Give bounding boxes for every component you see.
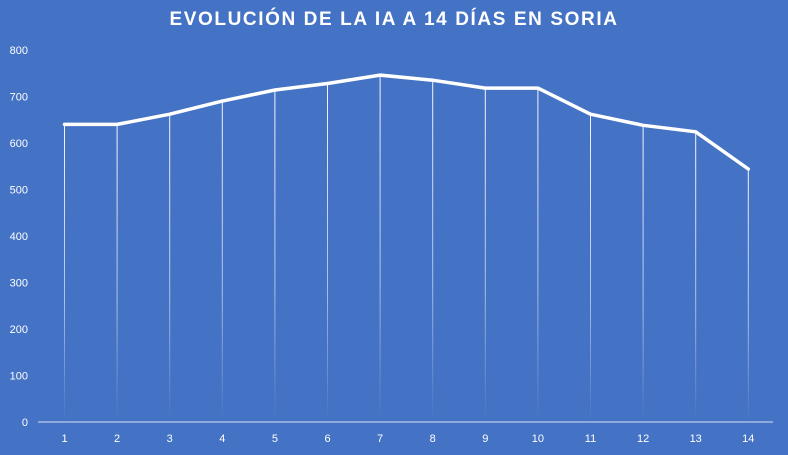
drop-line: [642, 125, 644, 422]
drop-line: [432, 80, 434, 422]
drop-line: [379, 75, 381, 423]
x-tick-label: 1: [61, 433, 67, 445]
drop-line: [221, 101, 223, 423]
drop-line: [695, 131, 697, 422]
y-tick-label: 700: [10, 92, 28, 104]
x-tick-label: 14: [742, 433, 754, 445]
drop-line: [274, 89, 276, 423]
series-line: [62, 73, 751, 171]
y-tick-label: 400: [10, 231, 28, 243]
drop-line: [64, 124, 65, 423]
drop-line: [116, 124, 118, 423]
y-tick-label: 500: [10, 185, 28, 197]
x-tick-label: 3: [167, 433, 173, 445]
x-tick-label: 4: [219, 433, 225, 445]
x-tick-label: 13: [690, 433, 702, 445]
y-tick-label: 600: [10, 138, 28, 150]
drop-line: [747, 169, 749, 422]
y-tick-label: 300: [10, 278, 28, 290]
drop-line: [327, 83, 328, 422]
y-axis-ticks: 0 100 200 300 400 500 600 700 800: [10, 45, 28, 429]
x-tick-label: 2: [114, 433, 120, 445]
chart-title: EVOLUCIÓN DE LA IA A 14 DÍAS EN SORIA: [169, 9, 619, 30]
y-tick-label: 100: [10, 371, 28, 383]
x-tick-label: 10: [532, 433, 544, 445]
y-tick-label: 200: [10, 324, 28, 336]
x-tick-label: 9: [482, 433, 488, 445]
x-tick-label: 5: [272, 433, 278, 445]
drop-line: [590, 114, 591, 423]
drop-line: [537, 88, 539, 422]
y-tick-label: 0: [22, 417, 28, 429]
drop-line: [169, 114, 171, 423]
drop-line: [484, 88, 486, 422]
y-tick-label: 800: [10, 45, 28, 57]
x-tick-label: 6: [324, 433, 330, 445]
x-tick-label: 12: [637, 433, 649, 445]
drop-lines: [64, 75, 749, 423]
x-axis-ticks: 1 2 3 4 5 6 7 8 9 10 11 12 13 14: [61, 433, 754, 445]
x-tick-label: 8: [430, 433, 436, 445]
x-tick-label: 11: [585, 433, 596, 445]
x-tick-label: 7: [377, 433, 383, 445]
